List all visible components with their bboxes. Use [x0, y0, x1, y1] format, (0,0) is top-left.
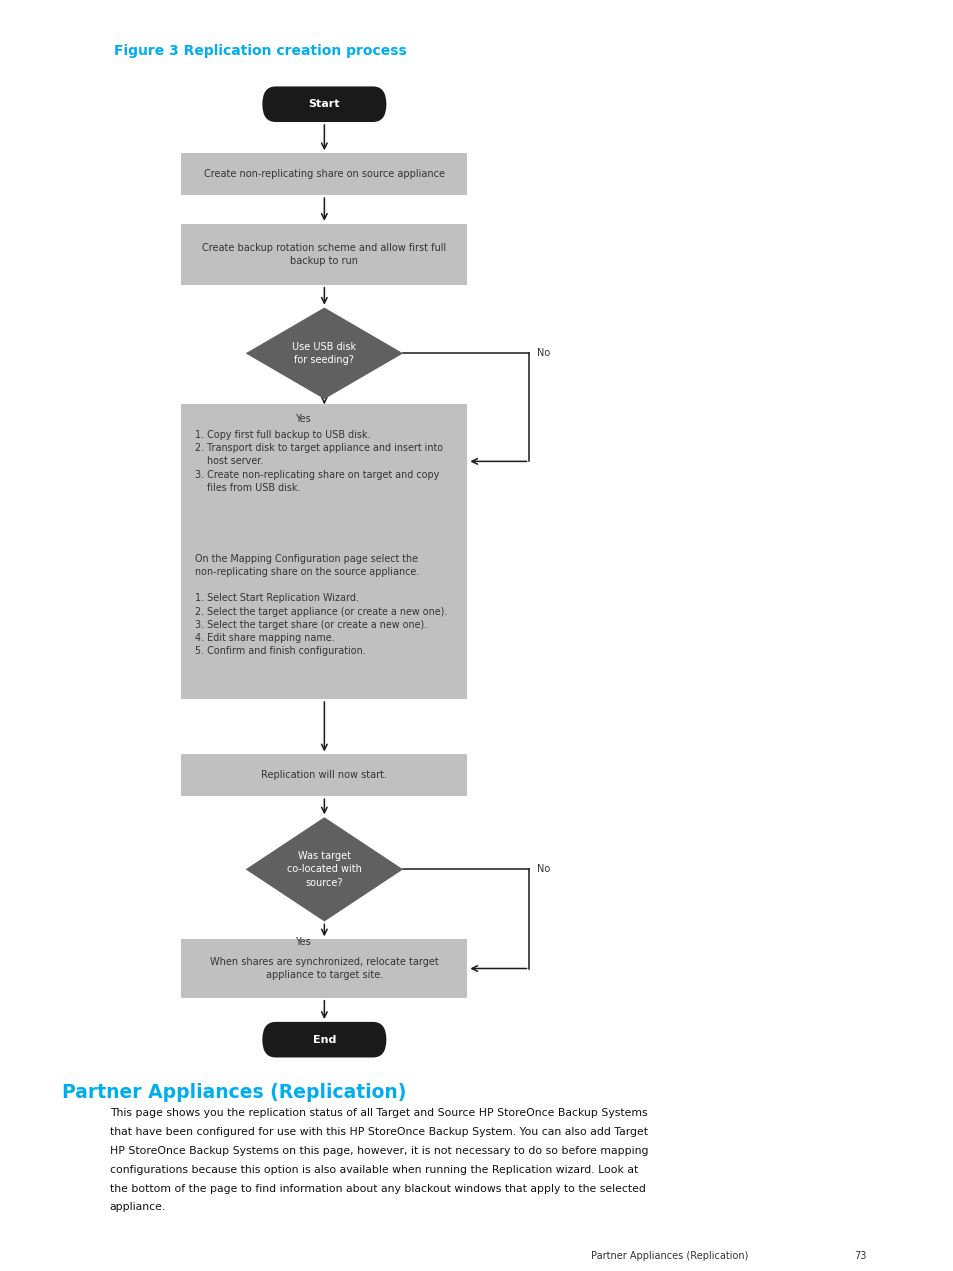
Text: When shares are synchronized, relocate target
appliance to target site.: When shares are synchronized, relocate t… [210, 957, 438, 980]
Text: No: No [537, 864, 550, 874]
Text: No: No [537, 348, 550, 358]
Text: 73: 73 [853, 1251, 865, 1261]
Text: Partner Appliances (Replication): Partner Appliances (Replication) [591, 1251, 748, 1261]
Text: that have been configured for use with this HP StoreOnce Backup System. You can : that have been configured for use with t… [110, 1127, 647, 1138]
Text: Start: Start [308, 99, 340, 109]
Text: End: End [313, 1035, 335, 1045]
FancyBboxPatch shape [262, 86, 386, 122]
Text: Yes: Yes [295, 414, 311, 425]
FancyBboxPatch shape [181, 939, 467, 998]
Text: This page shows you the replication status of all Target and Source HP StoreOnce: This page shows you the replication stat… [110, 1108, 647, 1118]
Text: Create non-replicating share on source appliance: Create non-replicating share on source a… [204, 169, 444, 179]
Polygon shape [246, 308, 403, 399]
Text: Was target
co-located with
source?: Was target co-located with source? [287, 852, 361, 887]
Text: Create backup rotation scheme and allow first full
backup to run: Create backup rotation scheme and allow … [202, 243, 446, 266]
Text: the bottom of the page to find information about any blackout windows that apply: the bottom of the page to find informati… [110, 1183, 645, 1193]
Text: On the Mapping Configuration page select the
non-replicating share on the source: On the Mapping Configuration page select… [194, 554, 447, 656]
Text: configurations because this option is also available when running the Replicatio: configurations because this option is al… [110, 1164, 638, 1174]
Text: HP StoreOnce Backup Systems on this page, however, it is not necessary to do so : HP StoreOnce Backup Systems on this page… [110, 1146, 647, 1155]
Text: Replication will now start.: Replication will now start. [261, 770, 387, 780]
Text: appliance.: appliance. [110, 1202, 166, 1213]
Polygon shape [246, 817, 403, 921]
FancyBboxPatch shape [181, 224, 467, 285]
Text: Figure 3 Replication creation process: Figure 3 Replication creation process [114, 43, 407, 58]
Text: Use USB disk
for seeding?: Use USB disk for seeding? [292, 342, 356, 365]
FancyBboxPatch shape [262, 1022, 386, 1057]
FancyBboxPatch shape [181, 755, 467, 796]
FancyBboxPatch shape [181, 153, 467, 196]
FancyBboxPatch shape [181, 404, 467, 519]
Text: Partner Appliances (Replication): Partner Appliances (Replication) [62, 1083, 406, 1102]
Text: Yes: Yes [295, 937, 311, 947]
Text: 1. Copy first full backup to USB disk.
2. Transport disk to target appliance and: 1. Copy first full backup to USB disk. 2… [194, 430, 442, 493]
FancyBboxPatch shape [181, 511, 467, 699]
